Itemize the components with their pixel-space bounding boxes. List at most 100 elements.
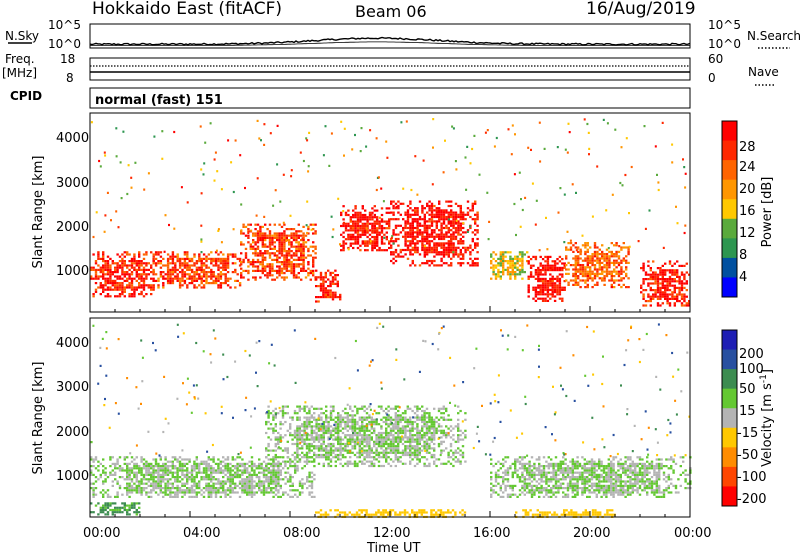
echo-cell — [317, 456, 321, 459]
echo-cell — [399, 224, 402, 227]
echo-cell — [502, 253, 505, 256]
echo-cell — [591, 253, 594, 256]
echo-cell — [205, 255, 208, 258]
echo-cell — [150, 288, 153, 291]
echo-cell — [389, 440, 393, 443]
echo-cell — [373, 445, 376, 448]
echo-cell — [361, 462, 364, 465]
echo-cell — [579, 253, 582, 256]
echo-cell — [399, 251, 402, 254]
echo-cell — [282, 221, 285, 224]
echo-cell — [178, 257, 182, 260]
echo-cell — [279, 434, 282, 437]
echo-cell — [90, 277, 93, 280]
echo-cell — [361, 227, 364, 230]
echo-cell — [389, 442, 393, 446]
echo-cell — [118, 487, 122, 490]
echo-cell — [159, 480, 162, 483]
echo-cell — [546, 282, 550, 285]
echo-cell — [521, 253, 524, 256]
echo-cell — [288, 263, 291, 266]
echo-cell — [325, 449, 328, 452]
echo-cell — [298, 418, 301, 421]
echo-cell — [292, 239, 296, 242]
echo-cell — [291, 453, 294, 457]
echo-cell — [394, 464, 397, 468]
echo-cell — [289, 465, 292, 468]
echo-cell — [373, 220, 376, 223]
echo-cell — [349, 436, 352, 439]
echo-cell — [130, 480, 134, 483]
echo-cell — [140, 493, 143, 496]
echo-cell — [166, 277, 170, 280]
echo-cell — [589, 268, 592, 271]
echo-cell — [234, 268, 237, 271]
echo-cell — [147, 471, 150, 474]
echo-cell — [198, 268, 201, 271]
echo-cell — [116, 491, 119, 494]
echo-cell — [414, 226, 417, 230]
echo-cell — [143, 188, 146, 191]
echo-cell — [649, 269, 652, 272]
echo-cell — [162, 462, 165, 465]
echo-cell — [541, 288, 545, 291]
echo-cell — [471, 248, 474, 252]
echo-cell — [116, 495, 119, 498]
echo-cell — [593, 275, 597, 278]
echo-cell — [339, 293, 342, 296]
echo-cell — [426, 237, 429, 241]
echo-cell — [406, 235, 410, 238]
echo-cell — [394, 425, 397, 428]
echo-cell — [404, 244, 407, 247]
echo-cell — [312, 245, 315, 248]
echo-cell — [296, 460, 299, 463]
echo-cell — [354, 229, 357, 232]
echo-cell — [416, 226, 419, 230]
echo-cell — [249, 245, 252, 248]
echo-cell — [454, 202, 458, 205]
echo-cell — [414, 220, 417, 223]
echo-cell — [558, 297, 562, 300]
echo-cell — [306, 476, 309, 479]
echo-cell — [150, 476, 153, 479]
echo-cell — [462, 255, 465, 258]
echo-cell — [373, 246, 376, 250]
echo-cell — [123, 286, 126, 289]
echo-cell — [255, 482, 258, 485]
echo-cell — [232, 190, 235, 194]
echo-cell — [390, 259, 393, 263]
echo-cell — [625, 137, 628, 140]
echo-cell — [97, 251, 100, 254]
echo-cell — [509, 251, 512, 254]
echo-cell — [430, 231, 434, 234]
echo-cell — [459, 237, 462, 241]
echo-cell — [253, 462, 256, 465]
echo-cell — [664, 262, 667, 265]
echo-cell — [327, 462, 330, 465]
echo-cell — [416, 222, 419, 225]
echo-cell — [176, 268, 179, 271]
echo-cell — [102, 273, 105, 276]
echo-cell — [401, 442, 405, 446]
echo-cell — [344, 427, 347, 430]
echo-cell — [553, 284, 557, 287]
echo-cell — [353, 431, 357, 435]
echo-cell — [186, 489, 189, 492]
echo-cell — [176, 458, 179, 461]
echo-cell — [680, 297, 684, 300]
echo-cell — [404, 427, 407, 430]
echo-cell — [684, 172, 687, 175]
echo-cell — [286, 478, 290, 481]
echo-cell — [293, 434, 297, 437]
echo-cell — [280, 232, 284, 235]
echo-cell — [99, 462, 102, 465]
echo-cell — [309, 272, 312, 275]
echo-cell — [369, 240, 372, 243]
echo-cell — [402, 202, 405, 205]
echo-cell — [423, 220, 426, 223]
echo-cell — [354, 211, 357, 214]
echo-cell — [272, 418, 275, 421]
echo-cell — [138, 286, 141, 289]
echo-cell — [394, 427, 397, 430]
echo-cell — [435, 233, 438, 236]
